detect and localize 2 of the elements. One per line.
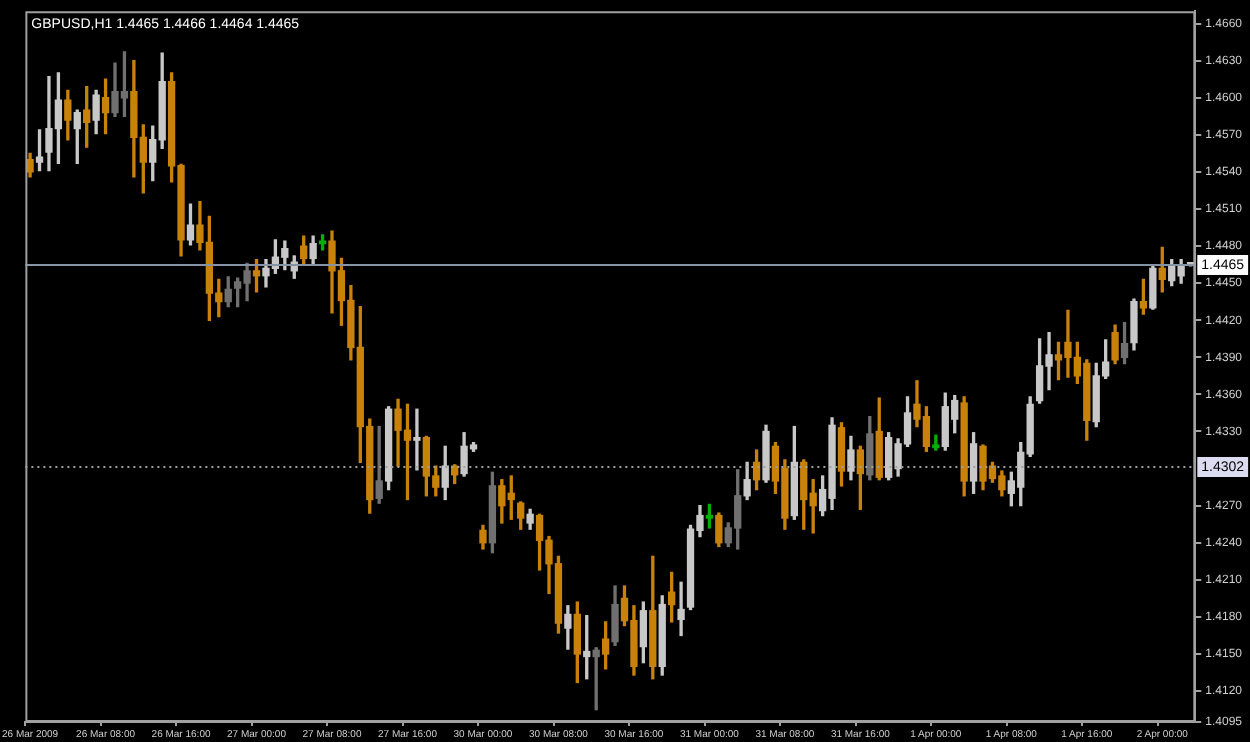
- candlestick: [677, 581, 685, 637]
- candlestick: [413, 408, 421, 471]
